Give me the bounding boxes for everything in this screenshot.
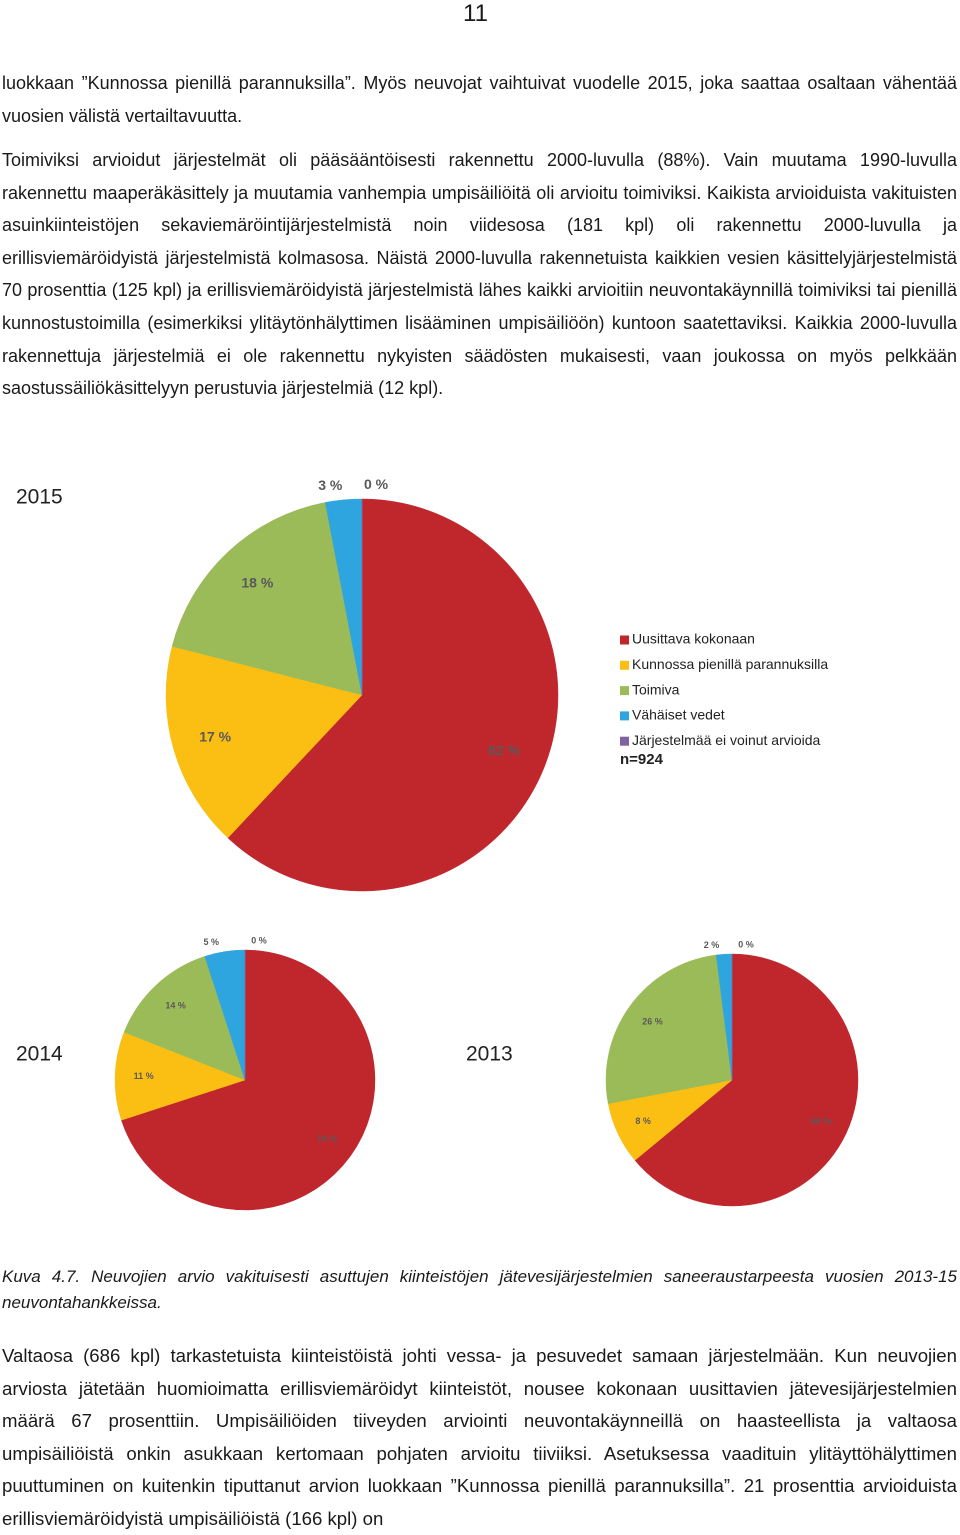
pie-slice xyxy=(171,502,363,696)
data-label: 18 % xyxy=(241,574,273,590)
pie-slice xyxy=(121,949,376,1211)
legend-swatch xyxy=(620,660,629,670)
data-label: 64 % xyxy=(811,1116,832,1126)
legend-label: Järjestelmää ei voinut arvioida xyxy=(632,732,821,748)
data-label: 2 % xyxy=(704,940,720,950)
legend-label: Toimiva xyxy=(632,681,680,697)
chart-title: 2015 xyxy=(16,486,63,509)
data-label: 70 % xyxy=(317,1134,338,1144)
legend-swatch xyxy=(620,711,629,721)
data-label: 62 % xyxy=(488,742,520,758)
pie-slice xyxy=(227,498,559,892)
chart-note: n=924 xyxy=(620,751,664,768)
chart-title: 2014 xyxy=(16,1043,63,1066)
data-label: 0 % xyxy=(251,935,267,945)
chart-title: 2013 xyxy=(466,1043,513,1066)
legend-swatch xyxy=(620,736,629,746)
legend-label: Vähäiset vedet xyxy=(632,707,725,723)
paragraph: Toimiviksi arvioidut järjestelmät oli pä… xyxy=(2,150,957,399)
legend-swatch xyxy=(620,686,629,696)
data-label: 3 % xyxy=(318,477,343,493)
data-label: 17 % xyxy=(199,728,231,744)
page-number: 11 xyxy=(463,0,488,27)
data-label: 0 % xyxy=(738,940,754,950)
legend-swatch xyxy=(620,635,629,645)
paragraph: Valtaosa (686 kpl) tarkastetuista kiinte… xyxy=(2,1345,957,1529)
legend-label: Uusittava kokonaan xyxy=(632,631,755,647)
data-label: 11 % xyxy=(134,1071,154,1081)
data-label: 14 % xyxy=(165,1000,186,1010)
data-label: 26 % xyxy=(642,1017,663,1027)
pie-slice xyxy=(634,953,859,1207)
caption: Kuva 4.7. Neuvojien arvio vakituisesti a… xyxy=(2,1267,957,1312)
pie-slice xyxy=(605,954,733,1104)
data-label: 5 % xyxy=(203,937,219,947)
pie-slice xyxy=(165,645,363,839)
data-label: 8 % xyxy=(635,1116,651,1126)
legend-label: Kunnossa pienillä parannuksilla xyxy=(632,656,828,672)
paragraph: luokkaan ”Kunnossa pienillä parannuksill… xyxy=(2,73,957,126)
data-label: 0 % xyxy=(364,476,389,492)
pie-slice xyxy=(114,1031,246,1121)
